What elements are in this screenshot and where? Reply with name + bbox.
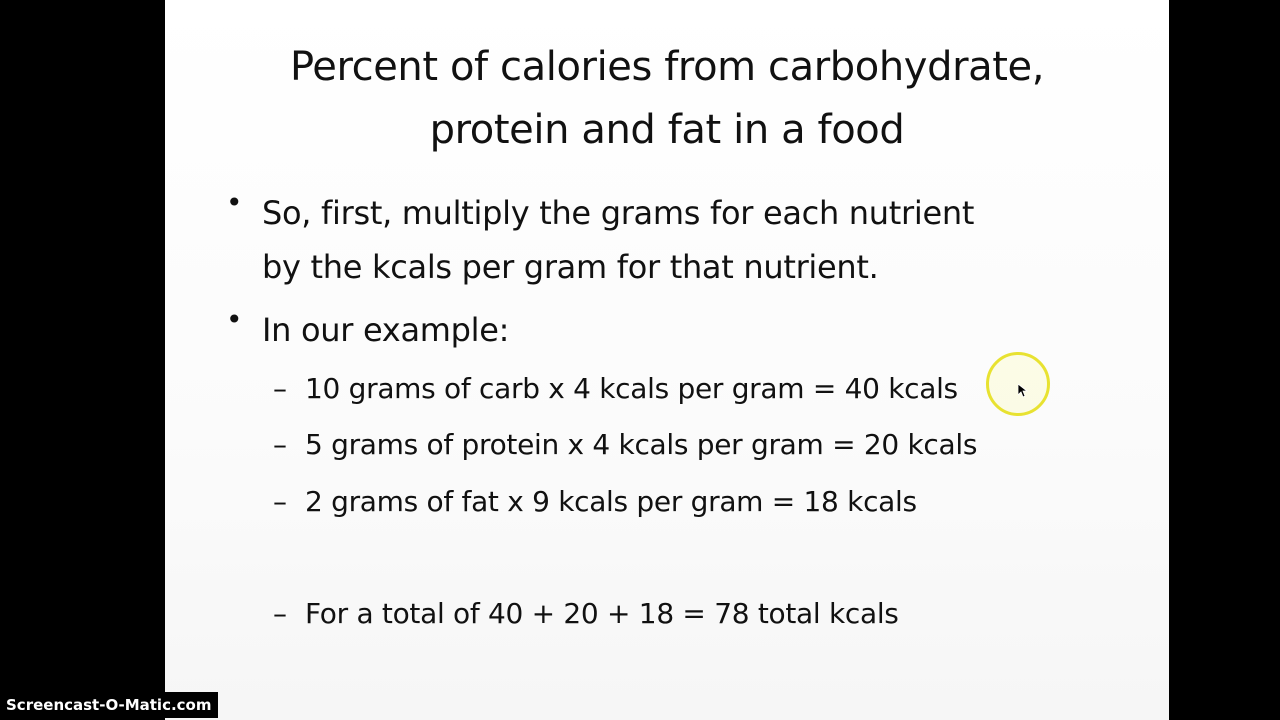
- slide-title: Percent of calories from carbohydrate, p…: [165, 36, 1169, 162]
- bullet-dot: •: [226, 186, 243, 219]
- bullet-multiply: • So, first, multiply the grams for each…: [226, 186, 975, 294]
- bullet-multiply-line-2: by the kcals per gram for that nutrient.: [262, 248, 879, 286]
- dash: –: [273, 372, 287, 405]
- subitem-carb: –10 grams of carb x 4 kcals per gram = 4…: [273, 369, 958, 409]
- bullet-multiply-line-1: So, first, multiply the grams for each n…: [262, 194, 975, 232]
- subitem-carb-text: 10 grams of carb x 4 kcals per gram = 40…: [305, 372, 958, 405]
- mouse-pointer-icon: [1018, 384, 1028, 398]
- subitem-protein-text: 5 grams of protein x 4 kcals per gram = …: [305, 428, 978, 461]
- dash: –: [273, 597, 287, 630]
- slide-title-line-2: protein and fat in a food: [429, 107, 905, 153]
- bullet-example: • In our example:: [226, 303, 510, 357]
- screencast-watermark: Screencast-O-Matic.com: [0, 692, 218, 718]
- slide-title-line-1: Percent of calories from carbohydrate,: [289, 44, 1045, 90]
- subitem-total: – For a total of 40 + 20 + 18 = 78 total …: [273, 594, 899, 634]
- dash: –: [273, 428, 287, 461]
- cursor-highlight-ring: [986, 352, 1050, 416]
- subitem-protein: –5 grams of protein x 4 kcals per gram =…: [273, 425, 977, 465]
- subitem-total-text: For a total of 40 + 20 + 18 = 78 total k…: [305, 597, 899, 630]
- subitem-fat-text: 2 grams of fat x 9 kcals per gram = 18 k…: [305, 485, 917, 518]
- dash: –: [273, 485, 287, 518]
- bullet-dot: •: [226, 303, 243, 336]
- subitem-fat: –2 grams of fat x 9 kcals per gram = 18 …: [273, 482, 917, 522]
- bullet-example-line-1: In our example:: [262, 311, 510, 349]
